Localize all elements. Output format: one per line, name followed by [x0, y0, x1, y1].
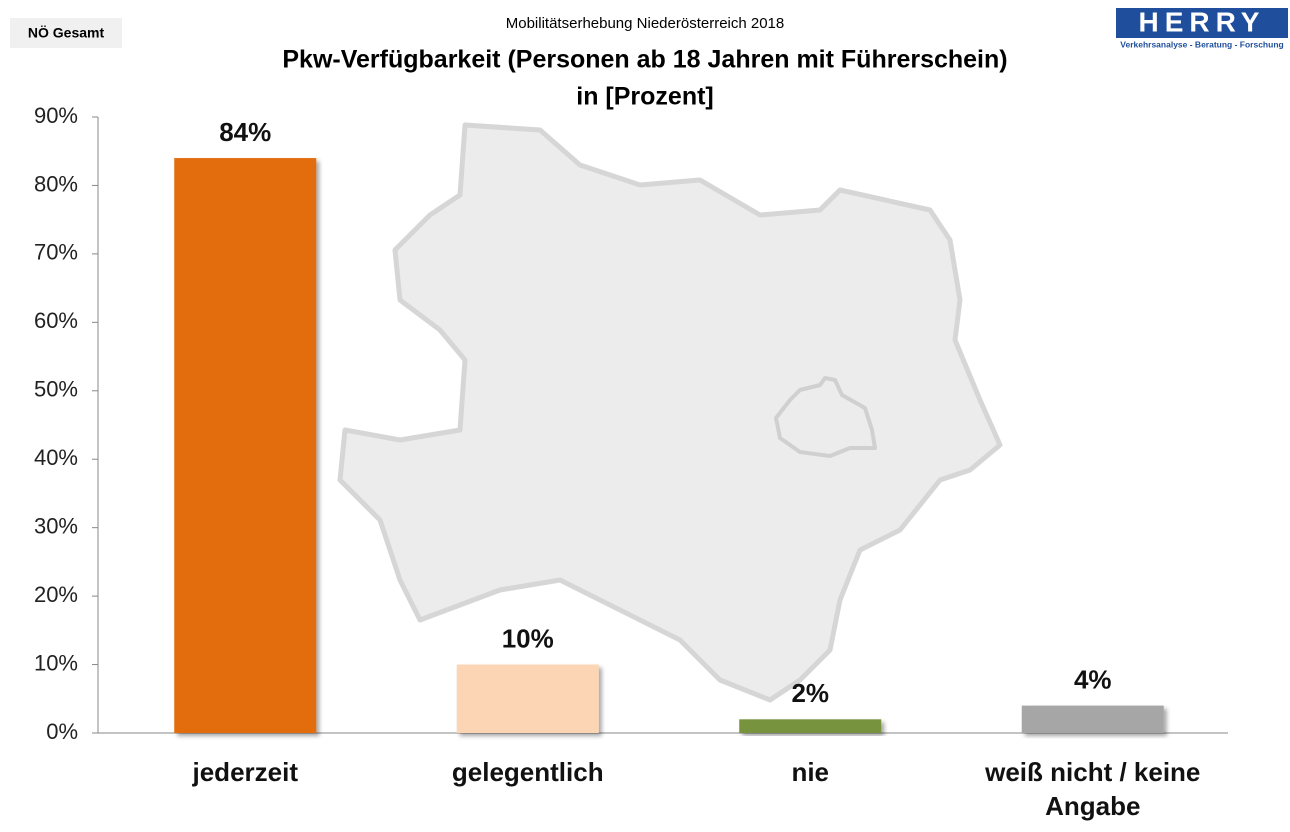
map-outline	[337, 122, 1003, 703]
y-tick-label: 60%	[34, 308, 78, 333]
badge-box	[10, 18, 122, 48]
bar	[174, 158, 317, 734]
x-tick-label: jederzeit	[192, 757, 299, 787]
y-tick-label: 90%	[34, 103, 78, 128]
y-tick-label: 70%	[34, 240, 78, 265]
bar	[1021, 705, 1164, 733]
logo-box	[1116, 8, 1288, 38]
y-tick-label: 30%	[34, 513, 78, 538]
value-label: 4%	[1074, 664, 1112, 694]
value-label: 10%	[502, 623, 554, 653]
badge: NÖ Gesamt	[28, 25, 105, 41]
chart-title: Pkw-Verfügbarkeit (Personen ab 18 Jahren…	[282, 46, 1007, 74]
x-tick-label: nie	[791, 757, 830, 787]
logo-tagline: Verkehrsanalyse - Beratung - Forschung	[1120, 39, 1283, 49]
y-tick-label: 10%	[34, 650, 78, 675]
y-tick-label: 20%	[34, 582, 78, 607]
x-tick-label: weiß nicht / keine Angabe	[985, 757, 1201, 821]
bar	[739, 719, 882, 733]
logo: HERRY	[1139, 6, 1266, 37]
y-tick-label: 50%	[34, 377, 78, 402]
chart-title: in [Prozent]	[576, 83, 714, 111]
y-tick-label: 0%	[46, 719, 78, 744]
value-label: 84%	[219, 117, 271, 147]
map-vienna	[774, 376, 877, 458]
value-label: 2%	[791, 678, 829, 708]
bar	[456, 664, 599, 733]
x-tick-label: gelegentlich	[451, 757, 604, 787]
chart-subtitle: Mobilitätserhebung Niederösterreich 2018	[506, 15, 785, 32]
y-tick-label: 40%	[34, 445, 78, 470]
y-tick-label: 80%	[34, 171, 78, 196]
